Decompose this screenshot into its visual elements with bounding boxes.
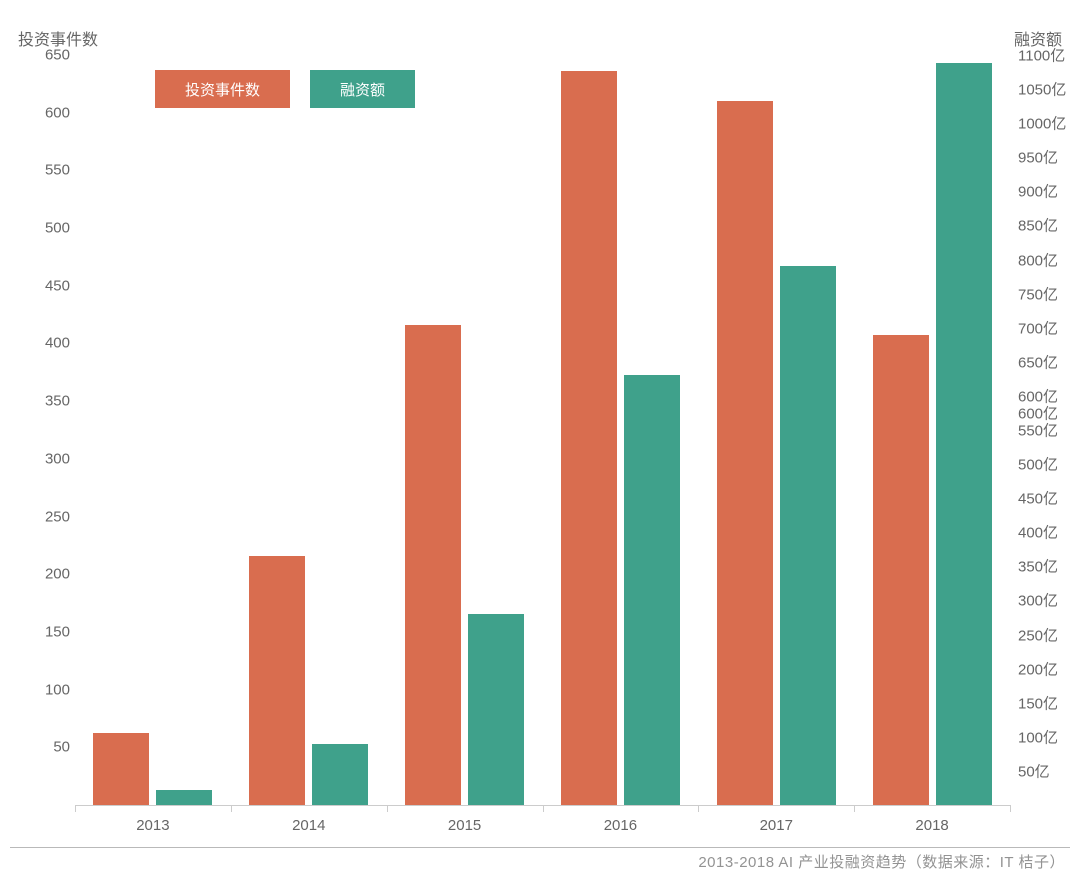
- y-right-tick: 1000亿: [1018, 113, 1080, 134]
- bar-amount: [156, 790, 212, 805]
- y-right-tick: 600亿: [1018, 385, 1080, 406]
- y-right-tick: 800亿: [1018, 249, 1080, 270]
- y-right-tick: 650亿: [1018, 351, 1080, 372]
- y-right-tick: 450亿: [1018, 488, 1080, 509]
- y-right-tick: 350亿: [1018, 556, 1080, 577]
- x-tick-label: 2014: [269, 817, 349, 834]
- x-tick-mark: [854, 805, 855, 812]
- bar-amount: [624, 375, 680, 805]
- caption-text: 2013-2018 AI 产业投融资趋势（数据来源：IT 桔子）: [698, 851, 1065, 872]
- legend-item-events: 投资事件数: [155, 70, 290, 108]
- y-left-tick: 550: [15, 162, 70, 179]
- y-left-tick: 650: [15, 47, 70, 64]
- y-left-tick: 250: [15, 508, 70, 525]
- x-tick-label: 2016: [580, 817, 660, 834]
- x-tick-mark: [543, 805, 544, 812]
- legend-label: 投资事件数: [185, 79, 260, 100]
- y-right-tick: 50亿: [1018, 760, 1080, 781]
- y-right-tick: 850亿: [1018, 215, 1080, 236]
- y-right-tick: 700亿: [1018, 317, 1080, 338]
- y-left-tick: 300: [15, 450, 70, 467]
- y-left-tick: 600: [15, 104, 70, 121]
- x-tick-mark: [387, 805, 388, 812]
- x-tick-mark: [698, 805, 699, 812]
- y-left-tick: 500: [15, 220, 70, 237]
- chart-container: 投资事件数 融资额 投资事件数 融资额 2013-2018 AI 产业投融资趋势…: [0, 0, 1080, 882]
- x-tick-label: 2017: [736, 817, 816, 834]
- y-right-tick: 400亿: [1018, 522, 1080, 543]
- y-right-tick: 250亿: [1018, 624, 1080, 645]
- caption-divider: [10, 847, 1070, 848]
- x-tick-label: 2013: [113, 817, 193, 834]
- legend-label: 融资额: [340, 79, 385, 100]
- y-right-tick: 1100亿: [1018, 45, 1080, 66]
- bar-amount: [780, 266, 836, 805]
- bar-amount: [936, 63, 992, 805]
- x-tick-label: 2015: [425, 817, 505, 834]
- bar-events: [873, 335, 929, 805]
- y-right-tick: 900亿: [1018, 181, 1080, 202]
- y-left-tick: 450: [15, 277, 70, 294]
- y-left-tick: 50: [15, 739, 70, 756]
- x-tick-mark: [75, 805, 76, 812]
- bar-events: [93, 733, 149, 805]
- y-right-tick: 100亿: [1018, 726, 1080, 747]
- y-right-tick: 950亿: [1018, 147, 1080, 168]
- y-right-tick: 150亿: [1018, 692, 1080, 713]
- y-right-tick: 1050亿: [1018, 79, 1080, 100]
- legend-item-amount: 融资额: [310, 70, 415, 108]
- y-right-tick: 300亿: [1018, 590, 1080, 611]
- y-left-tick: 350: [15, 393, 70, 410]
- x-tick-label: 2018: [892, 817, 972, 834]
- y-right-tick: 200亿: [1018, 658, 1080, 679]
- y-left-tick: 400: [15, 335, 70, 352]
- y-right-tick: 750亿: [1018, 283, 1080, 304]
- bar-events: [717, 101, 773, 805]
- bar-events: [249, 556, 305, 805]
- y-left-tick: 150: [15, 623, 70, 640]
- bar-amount: [468, 614, 524, 805]
- y-left-tick: 100: [15, 681, 70, 698]
- x-tick-mark: [1010, 805, 1011, 812]
- bar-amount: [312, 744, 368, 805]
- bar-events: [405, 325, 461, 805]
- bar-events: [561, 71, 617, 805]
- y-left-tick: 200: [15, 566, 70, 583]
- plot-area: [75, 55, 1010, 805]
- x-tick-mark: [231, 805, 232, 812]
- y-right-tick: 500亿: [1018, 454, 1080, 475]
- legend: 投资事件数 融资额: [155, 70, 415, 108]
